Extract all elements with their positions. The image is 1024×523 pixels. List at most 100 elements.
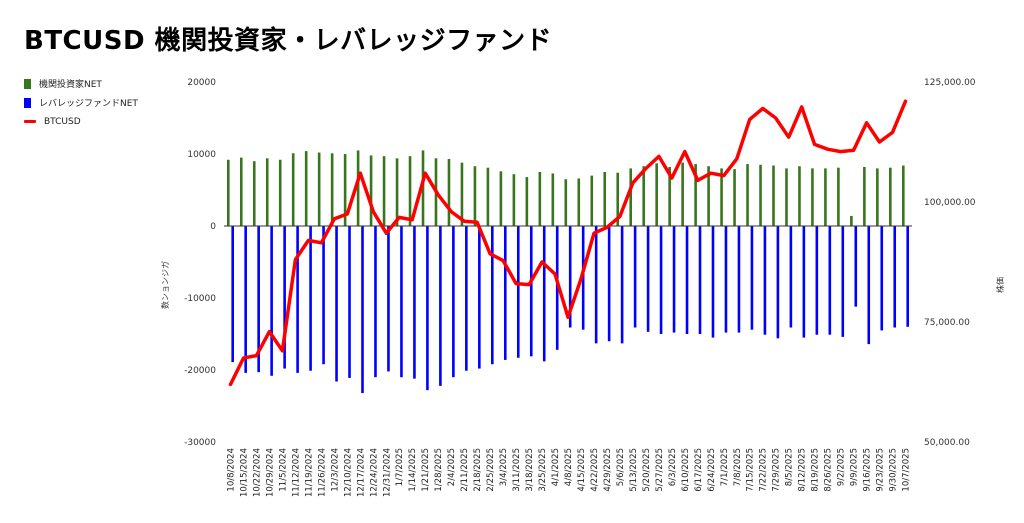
x-tick-label: 11/19/2024: [304, 448, 314, 497]
legend: 機関投資家NET レバレッジファンドNET BTCUSD: [24, 74, 138, 131]
x-tick-label: 4/8/2025: [564, 448, 574, 486]
leveraged-bar-34: [672, 226, 676, 333]
x-tick-label: 1/14/2025: [408, 448, 418, 492]
x-tick-label: 2/25/2025: [486, 448, 496, 492]
x-tick-label: 7/15/2025: [746, 448, 756, 492]
leveraged-bar-28: [594, 226, 598, 344]
institutional-bar-30: [616, 172, 620, 226]
leveraged-bar-3: [270, 226, 273, 376]
institutional-bar-47: [837, 167, 840, 226]
leveraged-bar-4: [283, 226, 286, 369]
institutional-bar-48: [850, 215, 853, 226]
leveraged-bar-15: [426, 226, 429, 391]
x-tick-label: 9/23/2025: [876, 448, 886, 492]
x-tick-label: 12/3/2024: [330, 448, 340, 492]
x-tick-label: 2/18/2025: [473, 448, 483, 492]
institutional-bar-49: [863, 166, 866, 226]
institutional-bar-9: [343, 154, 347, 226]
x-tick-label: 6/24/2025: [707, 448, 717, 492]
institutional-bar-19: [473, 166, 477, 226]
institutional-bar-4: [278, 159, 282, 226]
y-right-tick-label: 100,000.00: [924, 198, 976, 208]
x-tick-label: 10/22/2024: [253, 448, 263, 497]
leveraged-bar-20: [491, 226, 494, 365]
leveraged-bar-25: [555, 226, 559, 350]
leveraged-bar-13: [400, 226, 403, 378]
x-tick-label: 5/27/2025: [655, 448, 665, 492]
leveraged-bar-23: [529, 226, 533, 357]
leveraged-bar-1: [244, 226, 247, 373]
x-tick-label: 8/26/2025: [824, 448, 834, 492]
institutional-bar-34: [668, 166, 671, 226]
institutional-bar-21: [499, 171, 503, 226]
legend-item-institutional: 機関投資家NET: [24, 74, 138, 93]
x-tick-label: 7/29/2025: [772, 448, 782, 492]
institutional-bar-42: [772, 165, 775, 226]
institutional-bar-31: [629, 168, 633, 226]
leveraged-bar-17: [452, 226, 455, 378]
leveraged-bar-8: [335, 226, 338, 382]
leveraged-bar-47: [841, 226, 845, 337]
leveraged-bar-29: [607, 226, 611, 342]
leveraged-bar-37: [711, 226, 715, 338]
legend-item-leveraged: レバレッジファンドNET: [24, 93, 138, 112]
leveraged-bar-35: [685, 226, 689, 334]
x-tick-label: 7/8/2025: [733, 448, 743, 486]
x-tick-label: 10/29/2024: [265, 448, 275, 497]
leveraged-bar-42: [776, 226, 780, 339]
x-tick-label: 9/9/2025: [850, 448, 860, 486]
leveraged-bar-32: [646, 226, 650, 332]
leveraged-bar-33: [659, 226, 663, 334]
x-tick-label: 7/1/2025: [720, 448, 730, 486]
x-tick-label: 6/10/2025: [681, 448, 691, 492]
y-left-tick-label: -30000: [184, 438, 216, 448]
leveraged-bar-40: [750, 226, 754, 330]
btcusd-line: [228, 99, 908, 387]
leveraged-bar-43: [789, 226, 793, 328]
x-tick-label: 9/16/2025: [863, 448, 873, 492]
institutional-bar-45: [811, 168, 814, 226]
x-tick-label: 6/17/2025: [694, 448, 704, 492]
institutional-bar-38: [720, 168, 723, 226]
institutional-bar-37: [707, 166, 710, 226]
institutional-bar-0: [226, 159, 230, 226]
x-tick-label: 4/15/2025: [577, 448, 587, 492]
institutional-bar-39: [733, 169, 736, 226]
legend-swatch-btcusd: [24, 120, 36, 123]
leveraged-bar-14: [413, 226, 416, 379]
institutional-bar-6: [304, 151, 308, 226]
institutional-bar-1: [239, 157, 243, 226]
x-tick-label: 11/26/2024: [317, 448, 327, 497]
leveraged-bar-10: [361, 226, 364, 394]
leveraged-bar-22: [516, 226, 520, 358]
chart-title: BTCUSD 機関投資家・レバレッジファンド: [24, 26, 553, 56]
y-left-tick-label: -20000: [184, 366, 216, 376]
institutional-bar-52: [902, 165, 905, 226]
leveraged-bar-44: [802, 226, 806, 338]
leveraged-bar-24: [542, 226, 546, 362]
x-tick-label: 10/15/2024: [240, 448, 250, 497]
leveraged-bar-2: [257, 226, 260, 373]
institutional-bar-26: [564, 179, 568, 226]
y-left-tick-label: -10000: [184, 294, 216, 304]
institutional-bar-41: [759, 164, 762, 226]
y-left-tick-label: 10000: [187, 150, 216, 160]
leveraged-bar-45: [815, 226, 819, 335]
x-tick-label: 12/17/2024: [356, 448, 366, 497]
x-tick-label: 10/7/2025: [902, 448, 912, 492]
x-tick-label: 1/7/2025: [395, 448, 405, 486]
institutional-bar-15: [421, 150, 425, 226]
leveraged-bar-38: [724, 226, 728, 333]
y-left-tick-label: 0: [210, 222, 216, 232]
institutional-bar-27: [577, 178, 581, 226]
legend-swatch-institutional: [24, 78, 31, 89]
x-tick-label: 7/22/2025: [759, 448, 769, 492]
x-tick-label: 3/4/2025: [499, 448, 509, 486]
y-right-tick-label: 50,000.00: [924, 438, 970, 448]
x-tick-label: 2/11/2025: [460, 448, 470, 492]
leveraged-bar-12: [387, 226, 390, 372]
x-tick-label: 4/29/2025: [603, 448, 613, 492]
legend-item-btcusd: BTCUSD: [24, 112, 138, 131]
institutional-bar-8: [330, 153, 334, 226]
x-tick-label: 1/21/2025: [421, 448, 431, 492]
